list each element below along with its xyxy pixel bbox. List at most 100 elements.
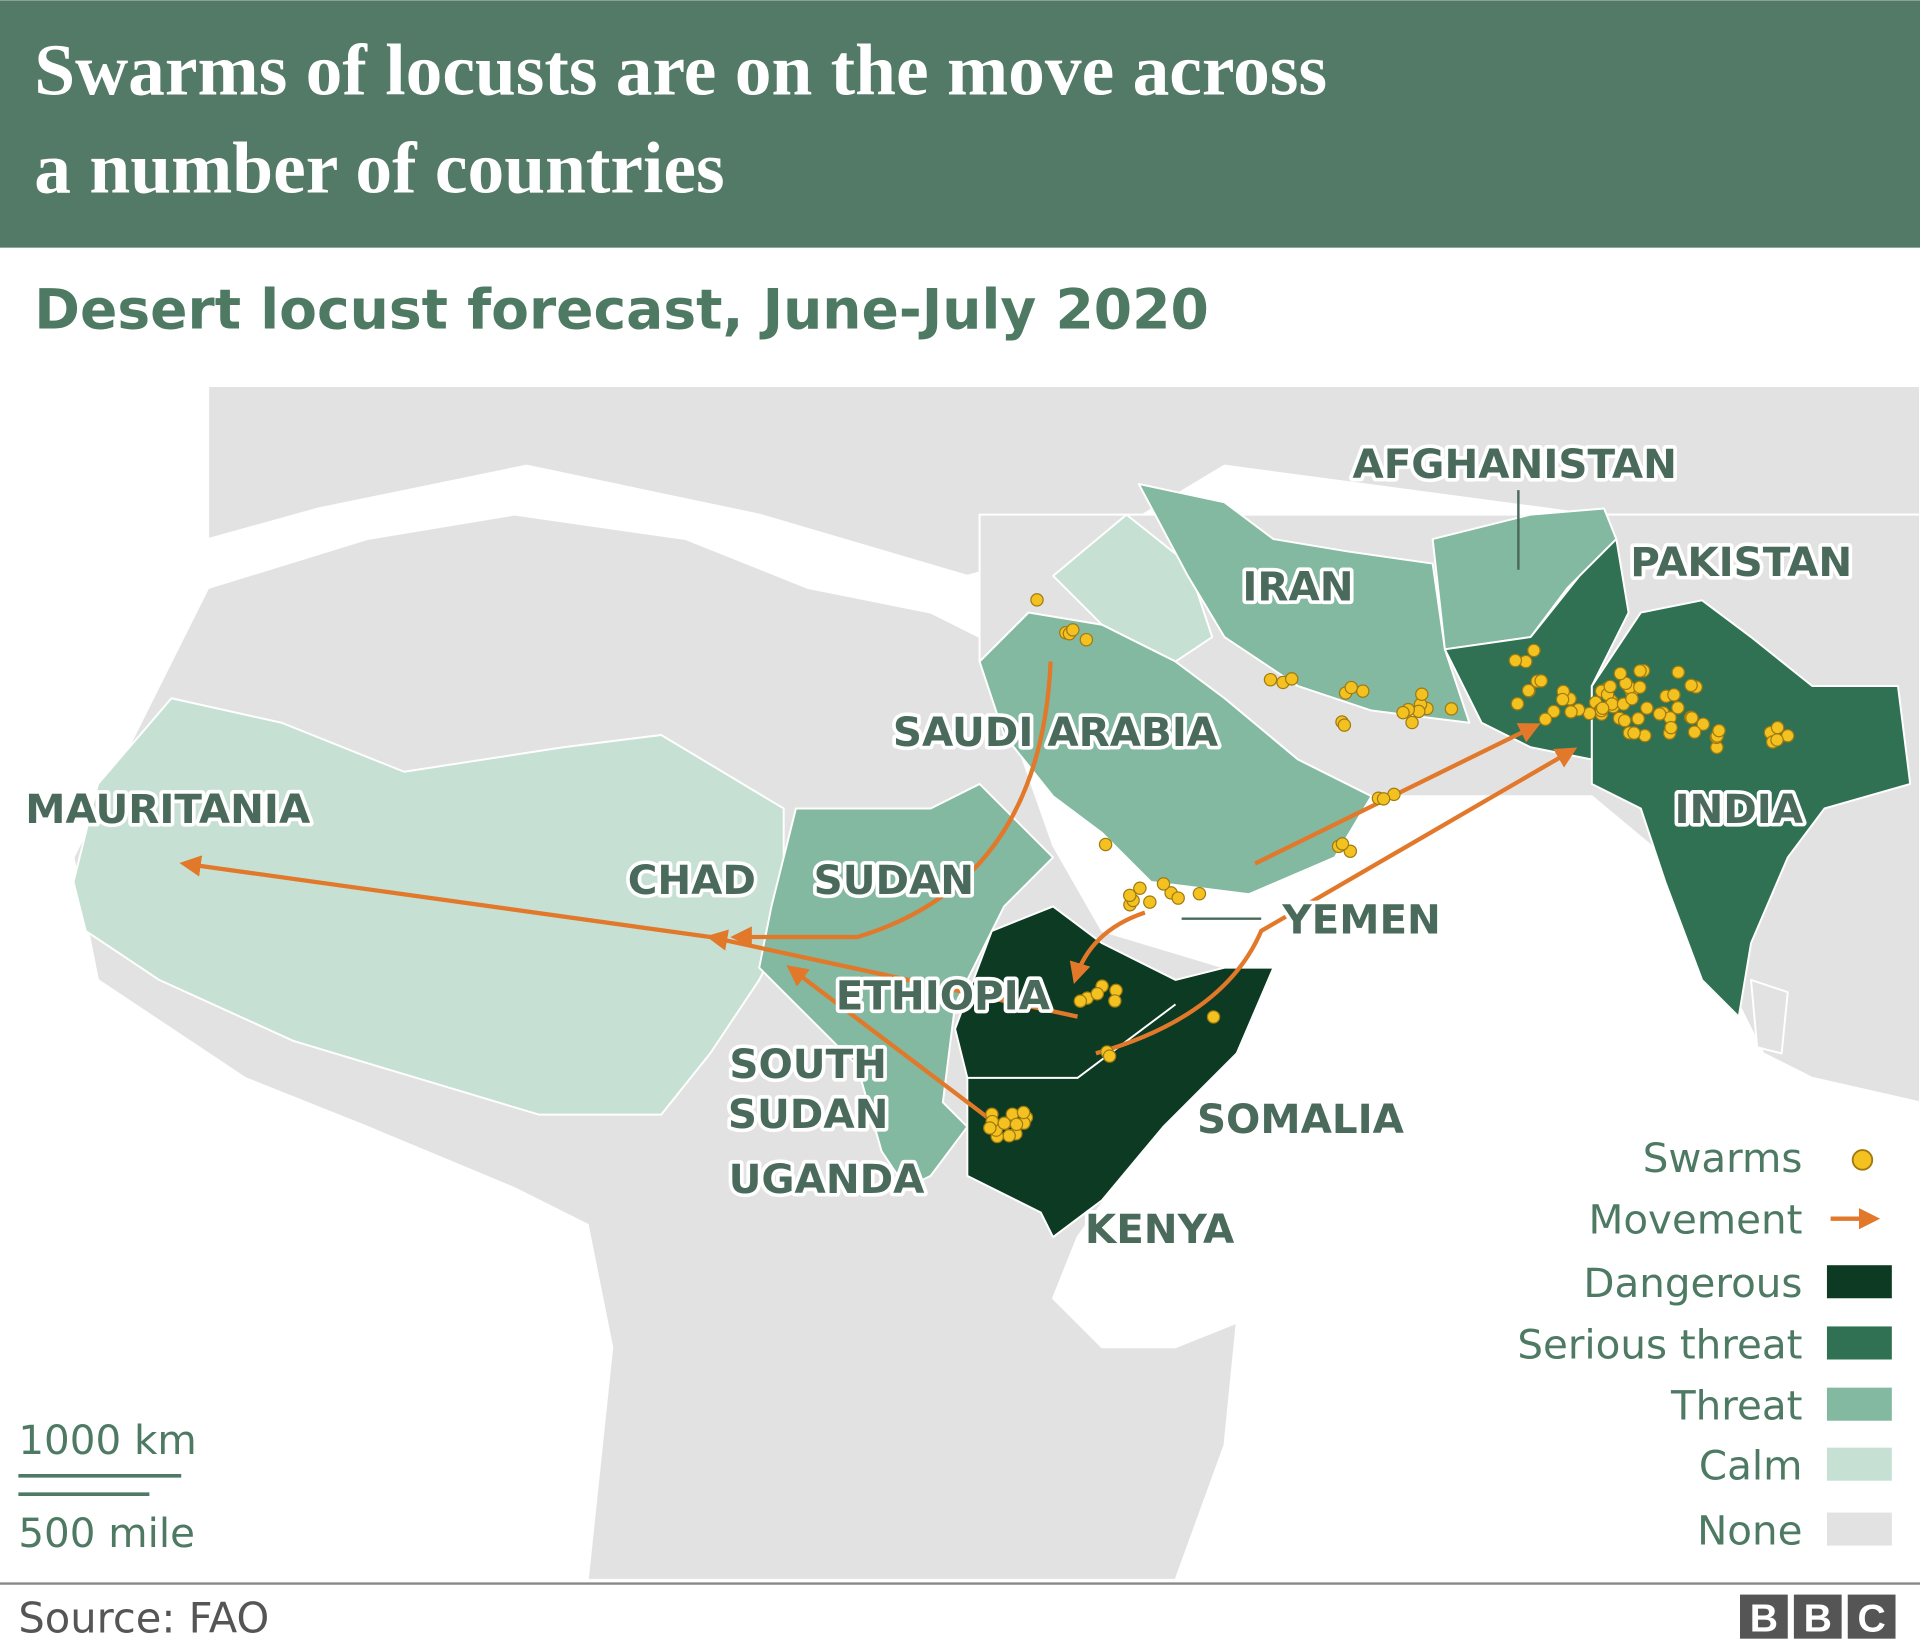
swarm-dot <box>1667 688 1681 702</box>
swarm-dot <box>1098 837 1113 852</box>
swarm-dot <box>1171 891 1185 905</box>
land <box>1750 978 1789 1055</box>
logo-box <box>1847 1594 1896 1639</box>
swarm-dot <box>1652 707 1667 721</box>
swarm-dot <box>1712 723 1726 738</box>
country-label: SAUDI ARABIA <box>893 708 1219 756</box>
swarm-dot <box>1133 881 1147 895</box>
legend-swatch <box>1826 1265 1892 1299</box>
movement-arrow <box>786 965 994 1123</box>
legend-label: Swarms <box>1643 1134 1803 1182</box>
swarm-dot <box>1263 672 1278 687</box>
swarm-dot <box>1123 888 1137 903</box>
legend: Swarms Movement Dangerous Serious threat Thr… <box>1517 1134 1892 1554</box>
swarm-dot <box>1066 623 1080 637</box>
swarm-dot <box>1405 715 1419 730</box>
swarm-dot <box>1640 701 1654 715</box>
country-label: SUDAN <box>814 856 974 904</box>
country-label: UGANDA <box>729 1155 926 1203</box>
movement-arrow <box>1069 910 1146 985</box>
legend-label: Threat <box>1670 1381 1802 1429</box>
header-band <box>0 0 1920 248</box>
logo-letter: B <box>1804 1597 1832 1640</box>
legend-swatch <box>1826 1512 1892 1546</box>
country-label: IRAN <box>1242 562 1353 610</box>
swarm-dot <box>1696 717 1710 731</box>
swarm-dot <box>1633 664 1647 678</box>
movement-arrow <box>730 661 1053 948</box>
swarm-dot <box>1016 1105 1031 1120</box>
source: Source: FAO <box>18 1594 269 1643</box>
country-label: SUDAN <box>728 1090 888 1138</box>
swarm-dot <box>1547 704 1561 719</box>
swarm-dot <box>1538 712 1553 726</box>
swarm-dot <box>1627 726 1641 740</box>
swarm-dot <box>1156 877 1171 891</box>
country-label: KENYA <box>1085 1205 1235 1253</box>
swarm-dot <box>1396 705 1410 720</box>
scale-label: 1000 km <box>18 1416 196 1464</box>
swarm-dot <box>983 1121 997 1135</box>
swarm-dot <box>1192 886 1207 901</box>
swarm-dot <box>1090 987 1105 1001</box>
swarm-dots <box>983 593 1795 1144</box>
title-line: a number of countries <box>34 128 724 209</box>
swarm-dot <box>1633 680 1647 694</box>
swarm-dot <box>1415 687 1429 702</box>
swarm-dot <box>1770 733 1784 747</box>
swarm-dot <box>1510 696 1525 711</box>
country-label: SOUTH <box>729 1040 887 1088</box>
swarm-dot <box>1564 705 1578 719</box>
legend-swatch <box>1826 1447 1892 1481</box>
legend-label: Calm <box>1699 1441 1803 1489</box>
country-label: SOMALIA <box>1197 1095 1405 1143</box>
country-labels: AFGHANISTAN IRAN PAKISTAN SAUDI ARABIA MAURI… <box>22 436 1856 1257</box>
swarm-dot <box>1631 712 1645 726</box>
swarm-dot <box>1344 680 1359 695</box>
logo-box <box>1740 1594 1788 1639</box>
movement-arrow <box>179 855 1079 1019</box>
country <box>954 905 1275 1239</box>
country-label: MAURITANIA <box>25 785 311 833</box>
swarm-dot <box>1073 994 1088 1008</box>
swarm-dot <box>1508 653 1523 668</box>
map: AFGHANISTAN IRAN PAKISTAN SAUDI ARABIA MAURI… <box>0 385 1920 1581</box>
movement-arrow <box>1095 747 1578 1056</box>
logo-box <box>1793 1594 1842 1639</box>
country <box>1590 599 1912 1018</box>
swarm-dot <box>1143 895 1157 909</box>
swarm-dot <box>1284 672 1299 686</box>
swarm-dot <box>1376 792 1391 806</box>
swarm-dot <box>1625 692 1639 706</box>
swarm-dot <box>1009 1117 1024 1132</box>
swarm-dot <box>1603 679 1617 694</box>
swarm-dot <box>1617 713 1632 728</box>
country-label: INDIA <box>1674 785 1803 833</box>
swarm-dot <box>1079 632 1094 647</box>
legend-swatch <box>1826 1387 1892 1421</box>
logo-letter: C <box>1857 1597 1885 1640</box>
swarm-dot <box>1356 684 1370 698</box>
swarm-dot <box>1671 665 1686 679</box>
swarm-dot <box>1685 711 1699 725</box>
swarm-dot <box>1527 643 1541 658</box>
legend-label: Dangerous <box>1583 1259 1802 1307</box>
swarm-dot <box>997 1116 1011 1131</box>
swarm-dot <box>1684 678 1698 693</box>
country <box>978 611 1373 896</box>
legend-label: Movement <box>1588 1195 1802 1243</box>
swarm-dot <box>1030 593 1044 607</box>
swarm-dot <box>1335 837 1350 851</box>
scale-label: 500 mile <box>18 1509 195 1557</box>
swarm-dot <box>1687 725 1702 739</box>
country <box>1137 483 1471 724</box>
legend-swatch <box>1851 1149 1874 1171</box>
border <box>967 1003 1177 1079</box>
legend-label: Serious threat <box>1517 1320 1802 1368</box>
swarm-dot <box>1555 692 1570 707</box>
swarm-dot <box>1613 666 1628 681</box>
swarm-dot <box>1108 994 1122 1008</box>
